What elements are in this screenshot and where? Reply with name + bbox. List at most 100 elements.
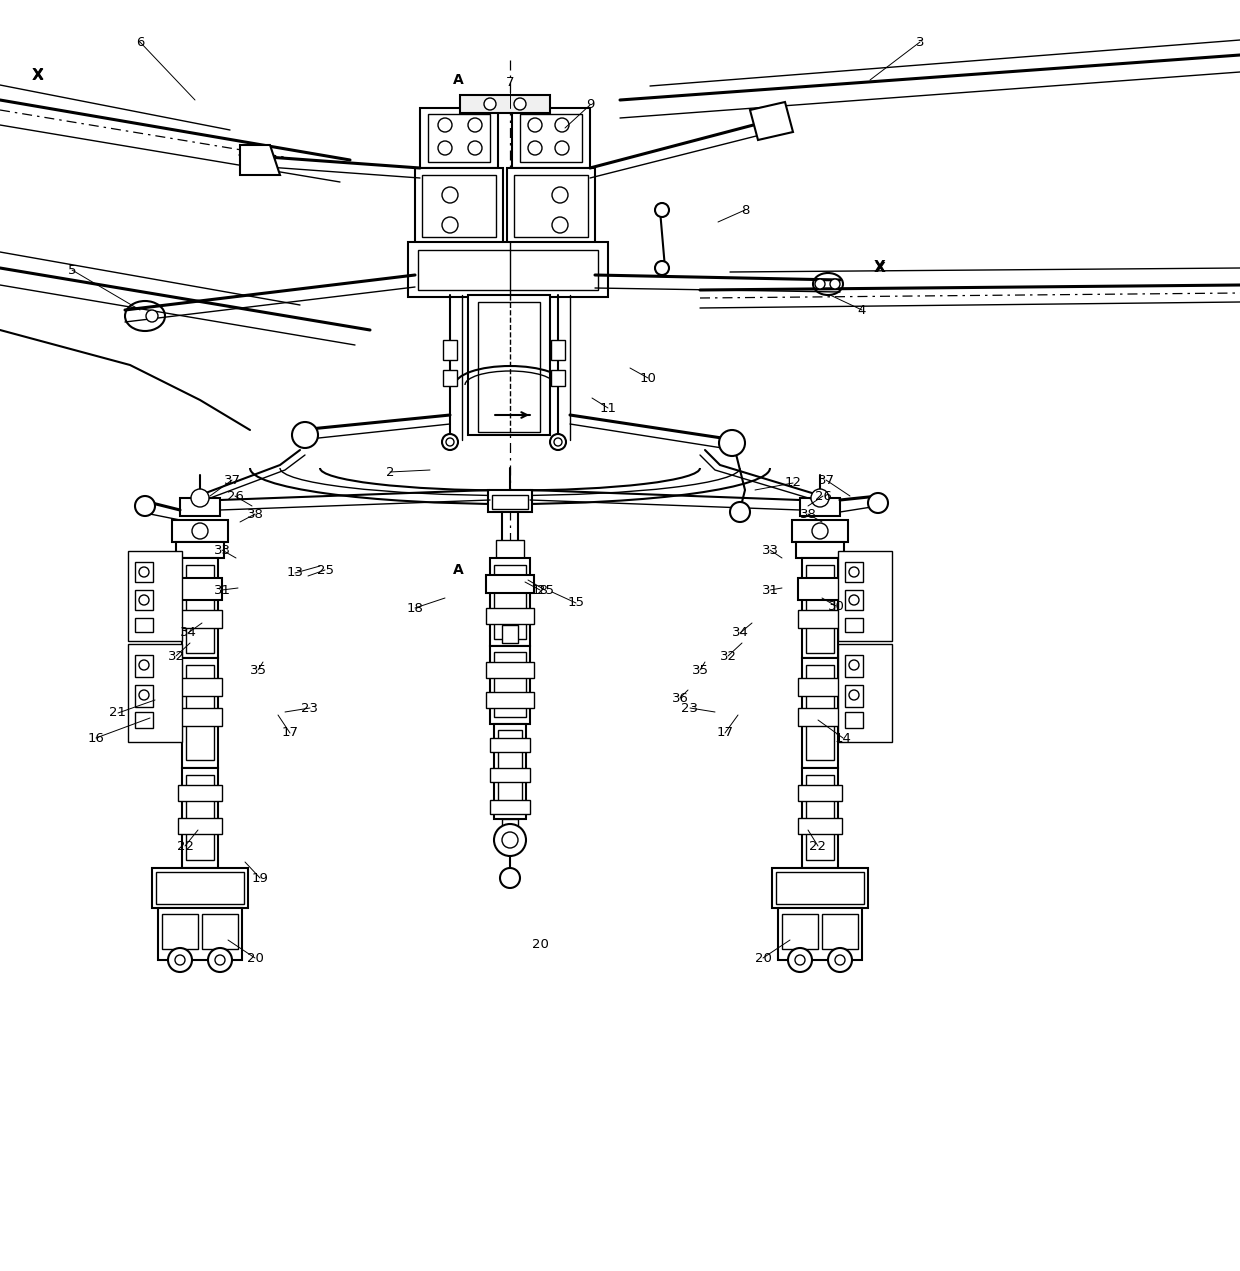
Text: 38: 38 [247,507,263,521]
Circle shape [502,833,518,848]
Text: 20: 20 [532,938,548,952]
Text: 23: 23 [301,702,319,714]
Bar [490,768,529,782]
Text: 26: 26 [815,489,832,502]
Text: 35: 35 [249,663,267,676]
Text: 33: 33 [213,544,231,557]
Circle shape [552,187,568,203]
Bar [773,868,868,907]
Circle shape [494,824,526,855]
Bar [477,302,539,432]
Text: 32: 32 [167,649,185,662]
Text: 22: 22 [810,840,827,853]
Circle shape [139,595,149,605]
Text: 3: 3 [916,36,924,48]
Circle shape [528,141,542,155]
Bar [489,491,532,512]
Circle shape [554,438,562,446]
Bar [844,618,863,632]
Circle shape [849,595,859,605]
Text: 34: 34 [732,627,749,639]
Text: 23: 23 [682,702,698,714]
Circle shape [552,217,568,233]
Bar [806,665,835,760]
Text: 17: 17 [717,727,734,740]
Bar [182,558,218,658]
Text: 38: 38 [800,507,816,521]
Bar [802,768,838,868]
Bar [799,708,842,726]
Bar [776,872,864,904]
Bar [486,691,534,708]
Circle shape [467,118,482,132]
Bar [467,295,551,435]
Bar [182,658,218,768]
Bar [131,555,179,637]
Bar [443,341,458,360]
Text: 18: 18 [532,583,548,596]
Text: 25: 25 [316,563,334,577]
Bar [176,541,224,558]
Text: A: A [453,72,464,86]
Polygon shape [241,145,280,175]
Bar [128,644,182,742]
Bar [494,724,526,819]
Bar [498,730,522,812]
Bar [186,775,215,860]
Circle shape [849,690,859,700]
Bar [799,610,842,628]
Text: 21: 21 [109,707,126,719]
Bar [179,708,222,726]
Bar [838,552,892,641]
Bar [179,785,222,801]
Circle shape [139,690,149,700]
Bar [806,775,835,860]
Bar [777,907,862,960]
Circle shape [441,217,458,233]
Bar [490,558,529,646]
Circle shape [795,955,805,965]
Bar [135,562,153,582]
Bar [428,114,490,161]
Bar [502,648,518,666]
Bar [179,578,222,600]
Bar [799,677,842,697]
Bar [842,555,888,637]
Circle shape [438,141,453,155]
Bar [512,108,590,168]
Text: 31: 31 [761,583,779,596]
Bar [800,498,839,516]
Text: 2: 2 [386,465,394,478]
Circle shape [830,280,839,289]
Bar [515,175,588,236]
Bar [507,168,595,243]
Bar [415,168,503,243]
Circle shape [441,187,458,203]
Circle shape [515,98,526,111]
Bar [502,819,518,841]
Text: 33: 33 [761,544,779,557]
Text: 5: 5 [68,263,76,277]
Bar [157,907,242,960]
Bar [551,370,565,386]
Text: 8: 8 [740,203,749,216]
Circle shape [167,948,192,972]
Circle shape [815,280,825,289]
Text: 18: 18 [407,601,423,614]
Text: 37: 37 [817,474,835,487]
Bar [792,520,848,541]
Bar [502,625,518,643]
Bar [492,494,528,508]
Text: X: X [32,69,43,83]
Text: 17: 17 [281,727,299,740]
Circle shape [215,955,224,965]
Circle shape [655,261,670,275]
Bar [156,872,244,904]
Bar [838,644,892,742]
Circle shape [441,433,458,450]
Circle shape [139,567,149,577]
Bar [128,552,182,641]
Bar [179,819,222,834]
Circle shape [191,489,210,507]
Bar [802,658,838,768]
